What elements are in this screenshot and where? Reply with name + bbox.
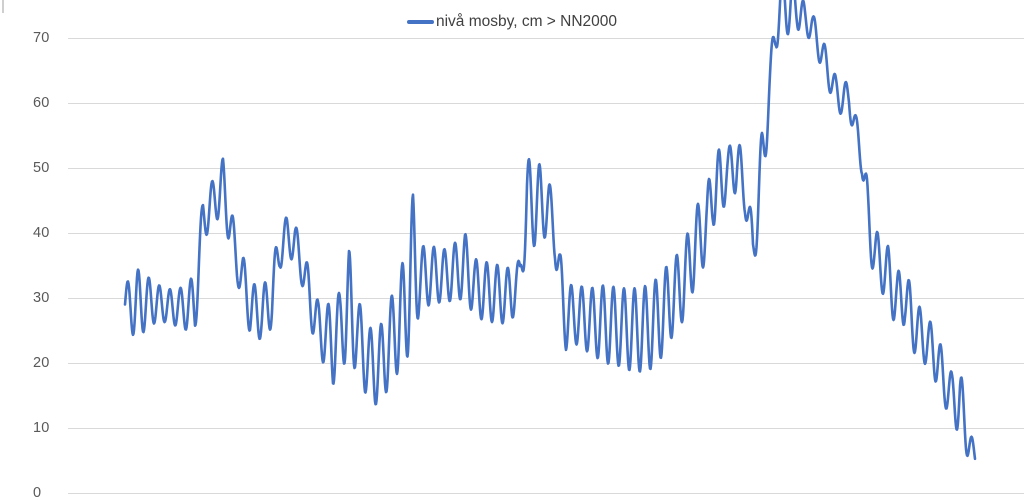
gridline-20 — [68, 362, 1024, 364]
gridline-30 — [68, 297, 1024, 299]
legend[interactable]: nivå mosby, cm > NN2000 — [0, 11, 1024, 33]
y-tick-label-60: 60 — [33, 95, 50, 111]
y-tick-label-50: 50 — [33, 160, 50, 176]
y-tick-label-70: 70 — [33, 30, 50, 46]
y-tick-label-20: 20 — [33, 355, 50, 371]
gridline-60 — [68, 102, 1024, 104]
legend-line-marker — [406, 20, 434, 24]
gridline-50 — [68, 167, 1024, 169]
crop-edge-artifact — [2, 0, 4, 13]
gridline-0 — [68, 492, 1024, 494]
y-tick-label-10: 10 — [33, 420, 50, 436]
y-tick-label-0: 0 — [33, 485, 42, 500]
y-tick-label-30: 30 — [33, 290, 50, 306]
gridline-10 — [68, 427, 1024, 429]
legend-label: nivå mosby, cm > NN2000 — [435, 13, 618, 30]
gridline-70 — [68, 37, 1024, 39]
y-tick-label-40: 40 — [33, 225, 50, 241]
series-line-niva-mosby[interactable] — [123, 0, 977, 461]
